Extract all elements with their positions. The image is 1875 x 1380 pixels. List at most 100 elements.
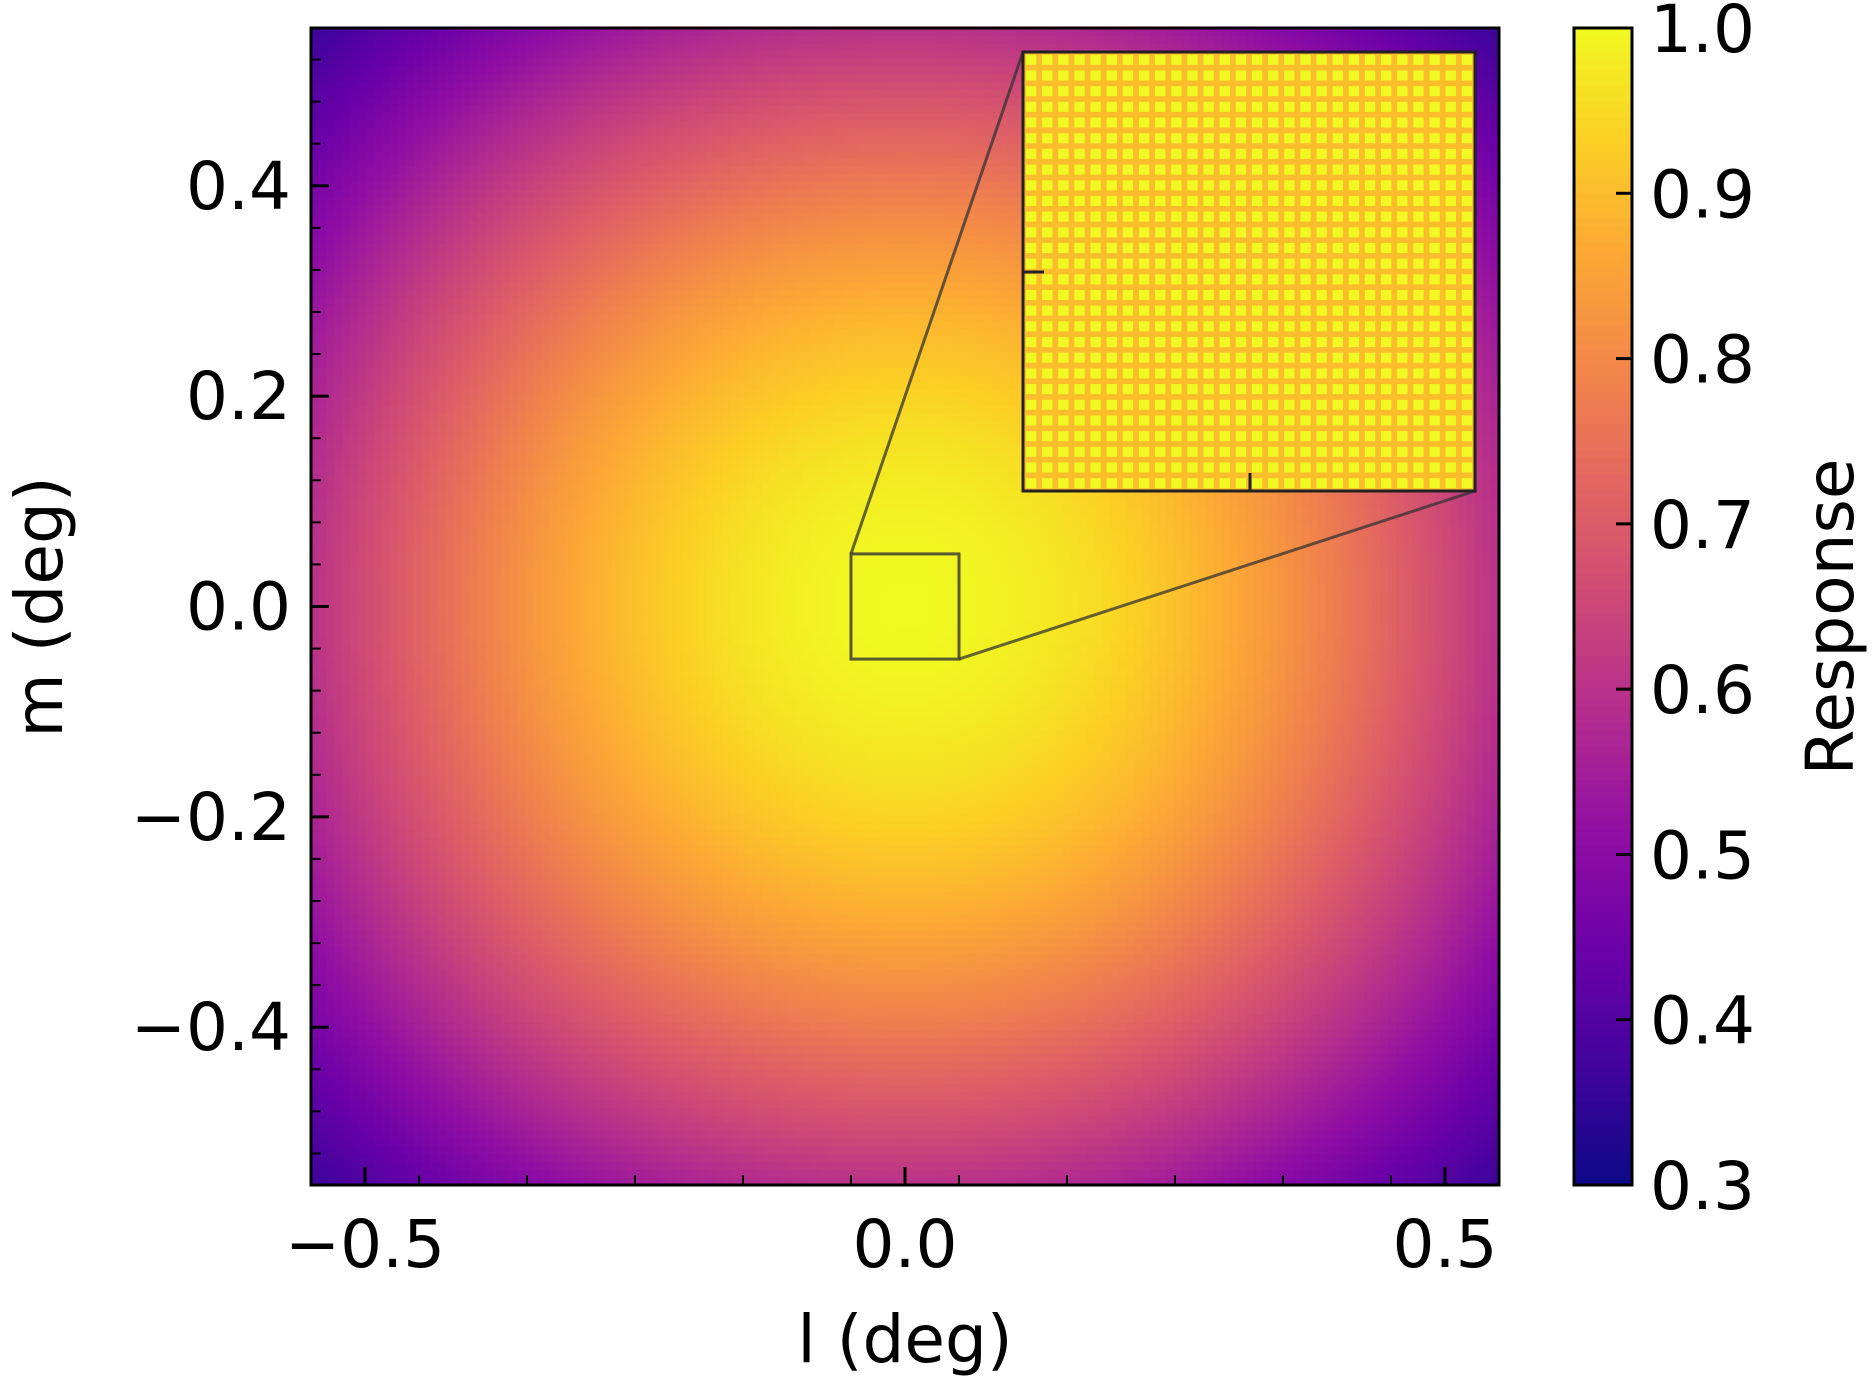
heatmap-cell [556, 305, 566, 315]
heatmap-cell [311, 1061, 320, 1071]
heatmap-cell [548, 243, 558, 253]
heatmap-cell [413, 297, 423, 307]
heatmap-cell [358, 544, 368, 554]
heatmap-cell [469, 405, 479, 415]
heatmap-cell [540, 189, 550, 199]
heatmap-cell [548, 822, 558, 831]
heatmap-cell [358, 1046, 368, 1055]
heatmap-cell [342, 999, 352, 1009]
heatmap-cell [548, 1115, 558, 1125]
heatmap-cell [509, 945, 518, 955]
heatmap-cell [398, 853, 407, 862]
heatmap-cell [501, 205, 510, 214]
heatmap-cell [493, 243, 502, 253]
heatmap-cell [453, 1138, 463, 1148]
heatmap-cell [532, 822, 542, 831]
heatmap-cell [421, 853, 431, 862]
heatmap-cell [382, 1015, 391, 1024]
heatmap-cell [477, 876, 487, 885]
heatmap-cell [509, 375, 518, 384]
heatmap-cell [453, 1030, 463, 1040]
heatmap-cell [485, 660, 494, 670]
heatmap-cell [564, 992, 574, 1001]
heatmap-cell [374, 560, 384, 569]
heatmap-cell [311, 305, 320, 315]
heatmap-cell [572, 367, 582, 376]
heatmap-cell [572, 66, 582, 76]
heatmap-cell [342, 351, 352, 361]
heatmap-cell [342, 375, 352, 384]
heatmap-cell [421, 236, 431, 245]
heatmap-cell [564, 868, 574, 878]
heatmap-cell [374, 459, 384, 469]
heatmap-cell [358, 668, 368, 677]
heatmap-cell [429, 429, 439, 438]
heatmap-cell [485, 706, 494, 716]
heatmap-cell [366, 344, 376, 353]
heatmap-cell [421, 938, 431, 947]
heatmap-cell [358, 259, 368, 268]
heatmap-cell [398, 1053, 407, 1063]
heatmap-cell [556, 783, 566, 793]
heatmap-cell [413, 290, 423, 299]
heatmap-cell [469, 845, 479, 855]
heatmap-cell [516, 992, 526, 1001]
heatmap-cell [311, 984, 320, 993]
heatmap-cell [564, 498, 574, 508]
heatmap-cell [461, 459, 471, 469]
heatmap-cell [524, 1084, 534, 1094]
heatmap-cell [469, 938, 479, 947]
heatmap-cell [485, 1038, 494, 1047]
heatmap-cell [413, 1107, 423, 1117]
heatmap-cell [532, 274, 542, 284]
heatmap-cell [485, 182, 494, 191]
heatmap-cell [358, 490, 368, 500]
heatmap-cell [501, 560, 510, 569]
heatmap-cell [413, 945, 423, 955]
heatmap-cell [509, 1138, 518, 1148]
heatmap-cell [437, 891, 447, 901]
heatmap-cell [485, 467, 494, 477]
heatmap-cell [398, 938, 407, 947]
heatmap-cell [477, 498, 487, 508]
heatmap-cell [501, 861, 510, 870]
heatmap-cell [413, 1146, 423, 1155]
heatmap-cell [461, 907, 471, 916]
heatmap-cell [509, 151, 518, 160]
heatmap-cell [406, 668, 415, 677]
heatmap-cell [509, 321, 518, 330]
heatmap-cell [421, 43, 431, 52]
heatmap-cell [516, 344, 526, 353]
heatmap-cell [572, 344, 582, 353]
heatmap-cell [398, 228, 407, 238]
heatmap-cell [556, 1161, 566, 1171]
heatmap-cell [548, 1169, 558, 1179]
heatmap-cell [524, 236, 534, 245]
heatmap-cell [374, 189, 384, 199]
heatmap-cell [493, 452, 502, 461]
heatmap-cell [485, 1138, 494, 1148]
heatmap-cell [540, 267, 550, 276]
heatmap-cell [398, 1154, 407, 1163]
heatmap-cell [548, 645, 558, 654]
heatmap-cell [382, 915, 391, 924]
heatmap-cell [461, 321, 471, 330]
heatmap-cell [532, 583, 542, 592]
heatmap-cell [453, 351, 463, 361]
heatmap-cell [556, 105, 566, 114]
heatmap-cell [382, 1154, 391, 1163]
heatmap-cell [350, 1069, 360, 1078]
heatmap-cell [374, 675, 384, 685]
heatmap-cell [326, 475, 336, 484]
heatmap-cell [342, 1069, 352, 1078]
heatmap-cell [469, 521, 479, 531]
heatmap-cell [556, 506, 566, 515]
heatmap-cell [493, 513, 502, 523]
heatmap-cell [390, 706, 399, 716]
heatmap-cell [453, 506, 463, 515]
heatmap-cell [318, 205, 328, 214]
heatmap-cell [509, 868, 518, 878]
heatmap-cell [524, 274, 534, 284]
heatmap-cell [374, 776, 384, 785]
heatmap-cell [540, 621, 550, 631]
